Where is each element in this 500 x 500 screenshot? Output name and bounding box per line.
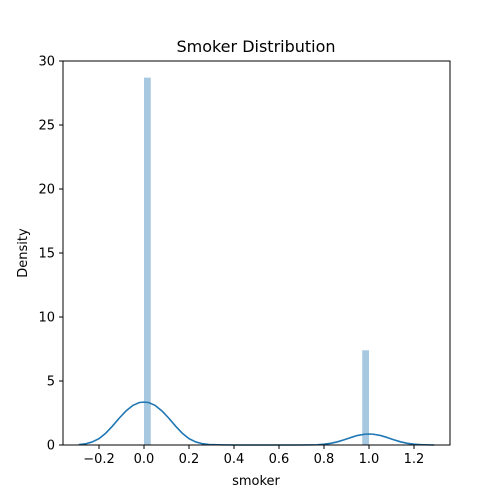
x-tick-label: 0.6 [269, 452, 290, 467]
y-tick-label: 10 [38, 311, 55, 326]
y-tick-label: 30 [38, 55, 55, 70]
y-tick-label: 25 [38, 119, 55, 134]
x-tick-label: 0.0 [134, 452, 155, 467]
chart-title: Smoker Distribution [176, 37, 335, 56]
y-axis-ticks: 0 5 10 15 20 25 30 [38, 55, 63, 454]
x-tick-label: 0.4 [224, 452, 245, 467]
histogram-bar [362, 350, 369, 445]
x-tick-label: 1.0 [359, 452, 380, 467]
x-axis-ticks: −0.2 0.0 0.2 0.4 0.6 0.8 1.0 1.2 [83, 445, 424, 467]
x-tick-label: 0.2 [179, 452, 200, 467]
x-tick-label: −0.2 [83, 452, 115, 467]
x-axis-title: smoker [232, 474, 280, 489]
y-axis-title: Density [16, 228, 31, 278]
y-tick-label: 5 [47, 375, 55, 390]
y-tick-label: 0 [47, 439, 55, 454]
x-tick-label: 0.8 [314, 452, 335, 467]
histogram-bar [144, 77, 151, 445]
y-tick-label: 15 [38, 247, 55, 262]
x-tick-label: 1.2 [404, 452, 425, 467]
y-tick-label: 20 [38, 183, 55, 198]
